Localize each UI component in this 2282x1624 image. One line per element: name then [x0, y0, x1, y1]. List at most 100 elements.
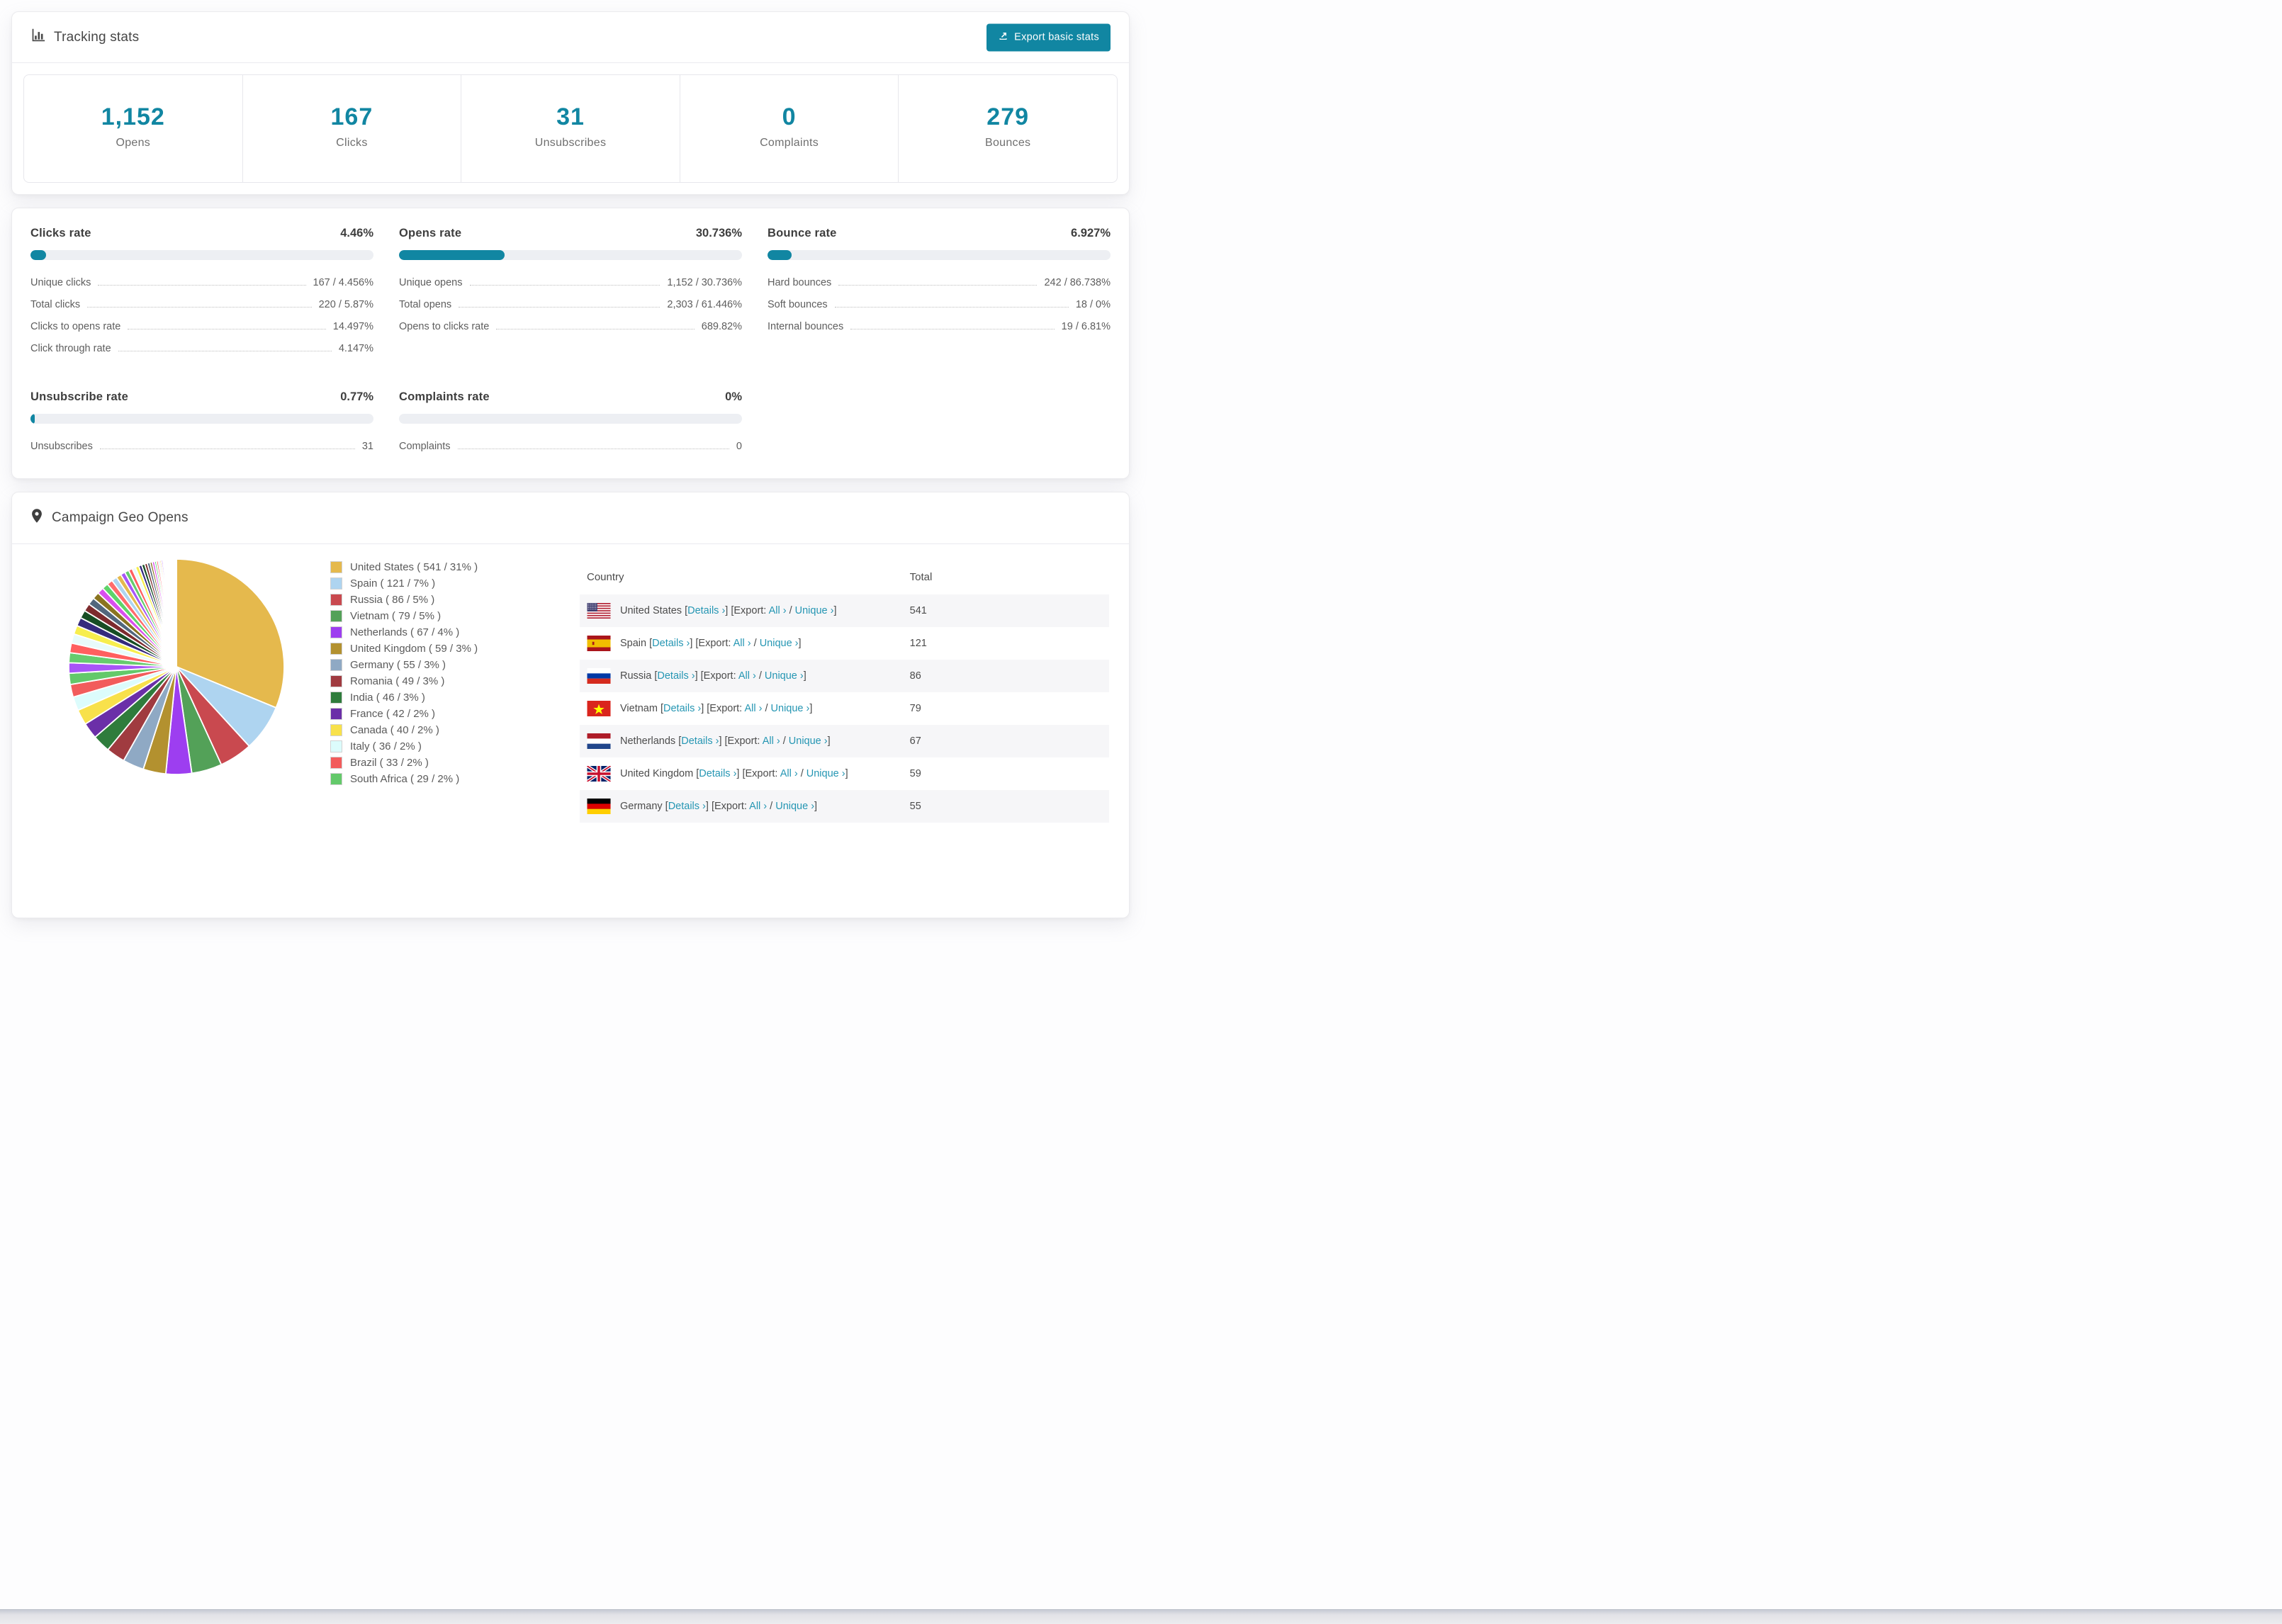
legend-swatch — [330, 561, 342, 573]
bracket: [ — [696, 767, 699, 779]
rate-detail-row: Opens to clicks rate 689.82% — [399, 315, 742, 337]
stat-value: 31 — [556, 103, 585, 130]
geo-title-wrap: Campaign Geo Opens — [30, 508, 189, 528]
rate-detail-value: 31 — [361, 440, 373, 452]
legend-item: United States ( 541 / 31% ) — [330, 561, 478, 573]
rate-detail-label: Unsubscribes — [30, 440, 93, 452]
rate-title: Clicks rate — [30, 227, 91, 239]
legend-swatch — [330, 724, 342, 736]
stat-label: Unsubscribes — [534, 137, 607, 149]
bar-chart-icon — [30, 28, 45, 47]
rate-detail-value: 19 / 6.81% — [1061, 320, 1111, 332]
details-link[interactable]: Details › — [681, 735, 719, 747]
rate-detail-label: Opens to clicks rate — [399, 320, 490, 332]
stat-box-opens: 1,152 Opens — [24, 75, 243, 182]
vn-flag-icon — [587, 701, 611, 716]
bracket: ] — [690, 637, 696, 649]
geo-pie-chart — [68, 558, 285, 775]
slash: / — [767, 800, 776, 812]
bracket: ] — [705, 800, 712, 812]
total-cell: 541 — [909, 605, 927, 616]
country-cell: United States [Details ›] [Export: All ›… — [580, 594, 903, 627]
legend-item: Vietnam ( 79 / 5% ) — [330, 610, 478, 622]
export-unique-link[interactable]: Unique › — [775, 800, 815, 812]
bracket: ] — [725, 604, 731, 616]
geo-table-header-row: Country Total — [580, 564, 1109, 594]
legend-label: Romania ( 49 / 3% ) — [350, 675, 445, 687]
rate-detail-value: 220 / 5.87% — [318, 298, 373, 310]
legend-label: Russia ( 86 / 5% ) — [350, 594, 435, 606]
pie-slice[interactable] — [176, 558, 285, 709]
stat-box-clicks: 167 Clicks — [243, 75, 462, 182]
page-title: Tracking stats — [54, 29, 140, 45]
dotted-leader — [87, 306, 312, 308]
export-unique-link[interactable]: Unique › — [794, 604, 834, 616]
rate-detail-label: Clicks to opens rate — [30, 320, 121, 332]
details-link[interactable]: Details › — [652, 637, 690, 649]
slash: / — [786, 604, 795, 616]
details-link[interactable]: Details › — [657, 670, 695, 682]
tracking-stats-card: Tracking stats Export basic stats 1,152 O… — [11, 11, 1130, 195]
export-all-link[interactable]: All › — [762, 735, 780, 747]
rate-progress-bar — [30, 250, 373, 260]
export-all-link[interactable]: All › — [780, 767, 798, 779]
rate-detail-label: Unique opens — [399, 276, 463, 288]
stat-label: Opens — [116, 137, 151, 149]
legend-label: Brazil ( 33 / 2% ) — [350, 757, 429, 769]
rate-block-complaints-rate: Complaints rate 0% Complaints 0 — [399, 390, 742, 457]
export-basic-stats-button[interactable]: Export basic stats — [987, 23, 1111, 51]
geo-table-row-gb: United Kingdom [Details ›] [Export: All … — [580, 757, 1109, 790]
details-link[interactable]: Details › — [668, 800, 706, 812]
geo-table-row-ru: Russia [Details ›] [Export: All › / Uniq… — [580, 660, 1109, 692]
country-cell: Netherlands [Details ›] [Export: All › /… — [580, 725, 903, 757]
legend-swatch — [330, 577, 342, 590]
export-all-link[interactable]: All › — [744, 702, 763, 714]
rate-block-clicks-rate: Clicks rate 4.46% Unique clicks 167 / 4.456… — [30, 227, 373, 359]
rate-detail-row: Clicks to opens rate 14.497% — [30, 315, 373, 337]
details-link[interactable]: Details › — [699, 767, 737, 779]
legend-label: United Kingdom ( 59 / 3% ) — [350, 643, 478, 655]
export-unique-link[interactable]: Unique › — [806, 767, 845, 779]
tracking-stats-title-wrap: Tracking stats — [30, 28, 139, 47]
export-all-link[interactable]: All › — [749, 800, 768, 812]
stat-box-unsubscribes: 31 Unsubscribes — [461, 75, 680, 182]
es-flag-icon — [587, 636, 611, 651]
export-all-link[interactable]: All › — [768, 604, 787, 616]
bracket: ] — [827, 735, 831, 747]
stat-label: Complaints — [760, 137, 819, 149]
legend-swatch — [330, 692, 342, 704]
country-cell: Germany [Details ›] [Export: All › / Uni… — [580, 790, 903, 823]
export-prefix: [Export: — [700, 670, 738, 682]
export-unique-link[interactable]: Unique › — [788, 735, 828, 747]
rate-detail-row: Soft bounces 18 / 0% — [768, 293, 1111, 315]
legend-item: Russia ( 86 / 5% ) — [330, 594, 478, 606]
legend-label: Netherlands ( 67 / 4% ) — [350, 626, 460, 638]
bracket: ] — [814, 800, 818, 812]
export-unique-link[interactable]: Unique › — [764, 670, 804, 682]
rate-progress-bar — [399, 250, 742, 260]
details-link[interactable]: Details › — [663, 702, 702, 714]
rate-detail-value: 18 / 0% — [1075, 298, 1111, 310]
dotted-leader — [469, 284, 661, 286]
stat-box-bounces: 279 Bounces — [899, 75, 1117, 182]
export-all-link[interactable]: All › — [738, 670, 756, 682]
export-prefix: [Export: — [731, 604, 769, 616]
details-link[interactable]: Details › — [687, 604, 726, 616]
rate-detail-label: Soft bounces — [768, 298, 828, 310]
rate-detail-label: Hard bounces — [768, 276, 832, 288]
export-unique-link[interactable]: Unique › — [759, 637, 799, 649]
de-flag-icon — [587, 799, 611, 814]
bracket: [ — [685, 604, 688, 616]
rate-detail-value: 2,303 / 61.446% — [667, 298, 742, 310]
legend-item: Spain ( 121 / 7% ) — [330, 577, 478, 590]
rate-detail-row: Unique opens 1,152 / 30.736% — [399, 271, 742, 293]
dotted-leader — [459, 306, 661, 308]
export-all-link[interactable]: All › — [733, 637, 751, 649]
rate-block-bounce-rate: Bounce rate 6.927% Hard bounces 242 / 86.73… — [768, 227, 1111, 359]
bracket: ] — [736, 767, 743, 779]
country-name: Spain — [620, 637, 650, 649]
legend-swatch — [330, 643, 342, 655]
rate-detail-value: 167 / 4.456% — [313, 276, 373, 288]
export-unique-link[interactable]: Unique › — [770, 702, 810, 714]
country-name: Germany — [620, 800, 665, 812]
